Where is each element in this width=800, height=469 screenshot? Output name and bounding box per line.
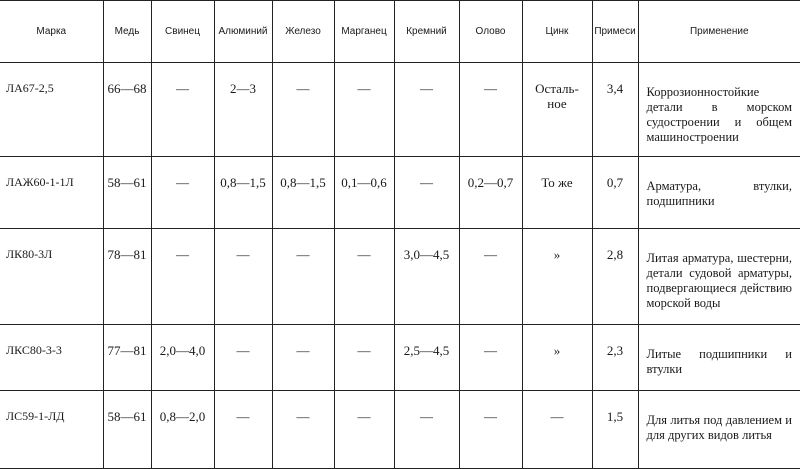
cell-lead: 2,0—4,0 bbox=[150, 324, 215, 391]
header-aluminium: Алюминий bbox=[213, 0, 273, 63]
cell-tin: — bbox=[458, 62, 523, 157]
cell-lead: — bbox=[150, 228, 215, 325]
table-row: ЛА67-2,5 66—68 — 2—3 — — — — Осталь- ное… bbox=[0, 62, 800, 157]
header-copper: Медь bbox=[102, 0, 152, 63]
cell-manganese: — bbox=[333, 62, 395, 157]
cell-silicon: — bbox=[393, 390, 460, 469]
cell-copper: 78—81 bbox=[102, 228, 152, 325]
cell-copper: 77—81 bbox=[102, 324, 152, 391]
cell-application: Коррозионностойкие детали в морском судо… bbox=[637, 62, 800, 157]
table-row: ЛКС80-3-3 77—81 2,0—4,0 — — — 2,5—4,5 — … bbox=[0, 324, 800, 391]
cell-aluminium: 2—3 bbox=[213, 62, 273, 157]
cell-copper: 66—68 bbox=[102, 62, 152, 157]
cell-impurities: 0,7 bbox=[591, 156, 639, 229]
cell-silicon: 3,0—4,5 bbox=[393, 228, 460, 325]
cell-aluminium: — bbox=[213, 390, 273, 469]
cell-manganese: 0,1—0,6 bbox=[333, 156, 395, 229]
cell-application: Литые подшипники и втулки bbox=[637, 324, 800, 391]
header-iron: Железо bbox=[271, 0, 335, 63]
cell-tin: — bbox=[458, 324, 523, 391]
header-grade: Марка bbox=[0, 0, 104, 63]
table-row: ЛС59-1-ЛД 58—61 0,8—2,0 — — — — — — 1,5 … bbox=[0, 390, 800, 469]
cell-iron: — bbox=[271, 62, 335, 157]
cell-grade: ЛК80-3Л bbox=[0, 228, 104, 325]
cell-silicon: 2,5—4,5 bbox=[393, 324, 460, 391]
cell-lead: — bbox=[150, 156, 215, 229]
cell-iron: 0,8—1,5 bbox=[271, 156, 335, 229]
cell-grade: ЛА67-2,5 bbox=[0, 62, 104, 157]
header-silicon: Кремний bbox=[393, 0, 460, 63]
cell-impurities: 2,3 bbox=[591, 324, 639, 391]
cell-aluminium: 0,8—1,5 bbox=[213, 156, 273, 229]
header-application: Применение bbox=[637, 0, 800, 63]
cell-grade: ЛАЖ60-1-1Л bbox=[0, 156, 104, 229]
cell-zinc: Осталь- ное bbox=[521, 62, 593, 157]
cell-zinc: » bbox=[521, 228, 593, 325]
cell-aluminium: — bbox=[213, 228, 273, 325]
cell-application: Для литья под давлением и для других вид… bbox=[637, 390, 800, 469]
cell-impurities: 2,8 bbox=[591, 228, 639, 325]
cell-copper: 58—61 bbox=[102, 390, 152, 469]
cell-tin: — bbox=[458, 228, 523, 325]
cell-manganese: — bbox=[333, 324, 395, 391]
header-tin: Олово bbox=[458, 0, 523, 63]
cell-lead: — bbox=[150, 62, 215, 157]
cell-lead: 0,8—2,0 bbox=[150, 390, 215, 469]
cell-silicon: — bbox=[393, 156, 460, 229]
header-zinc: Цинк bbox=[521, 0, 593, 63]
cell-grade: ЛС59-1-ЛД bbox=[0, 390, 104, 469]
cell-manganese: — bbox=[333, 228, 395, 325]
cell-tin: 0,2—0,7 bbox=[458, 156, 523, 229]
cell-iron: — bbox=[271, 390, 335, 469]
cell-tin: — bbox=[458, 390, 523, 469]
header-manganese: Марганец bbox=[333, 0, 395, 63]
cell-zinc: — bbox=[521, 390, 593, 469]
table-header-row: Марка Медь Свинец Алюминий Железо Марган… bbox=[0, 0, 800, 63]
header-impurities: Примеси bbox=[591, 0, 639, 63]
cell-copper: 58—61 bbox=[102, 156, 152, 229]
cell-zinc: То же bbox=[521, 156, 593, 229]
table-row: ЛК80-3Л 78—81 — — — — 3,0—4,5 — » 2,8 Ли… bbox=[0, 228, 800, 325]
cell-impurities: 1,5 bbox=[591, 390, 639, 469]
cell-impurities: 3,4 bbox=[591, 62, 639, 157]
cell-iron: — bbox=[271, 324, 335, 391]
cell-application: Литая арматура, шестерни, детали судовой… bbox=[637, 228, 800, 325]
cell-aluminium: — bbox=[213, 324, 273, 391]
cell-application: Арматура, втулки, подшипники bbox=[637, 156, 800, 229]
cell-grade: ЛКС80-3-3 bbox=[0, 324, 104, 391]
header-lead: Свинец bbox=[150, 0, 215, 63]
cell-iron: — bbox=[271, 228, 335, 325]
cell-zinc: » bbox=[521, 324, 593, 391]
cell-silicon: — bbox=[393, 62, 460, 157]
table-row: ЛАЖ60-1-1Л 58—61 — 0,8—1,5 0,8—1,5 0,1—0… bbox=[0, 156, 800, 229]
cell-manganese: — bbox=[333, 390, 395, 469]
